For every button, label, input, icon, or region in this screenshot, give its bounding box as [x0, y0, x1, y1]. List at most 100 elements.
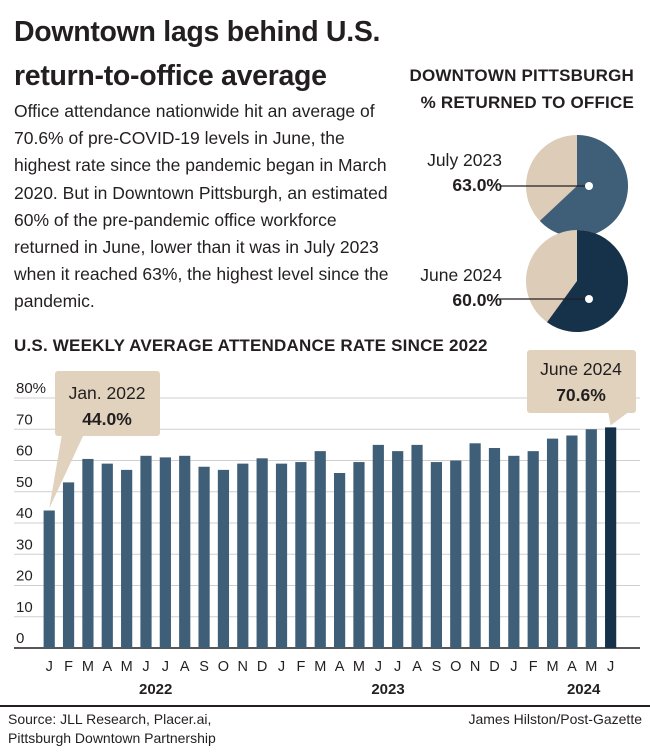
- callout-box-june-2024: [527, 350, 636, 413]
- bar: [546, 438, 559, 649]
- pie-label-june-2024: June 2024 60.0%: [362, 263, 502, 313]
- y-tick-label: 80%: [16, 380, 46, 397]
- y-tick-label: 50: [16, 474, 33, 491]
- x-tick-label: J: [510, 659, 517, 675]
- x-tick-label: N: [238, 659, 248, 675]
- x-tick-label: D: [489, 659, 499, 675]
- callout-date: Jan. 2022: [69, 383, 146, 403]
- x-tick-label: M: [82, 659, 94, 675]
- bar: [566, 435, 578, 648]
- x-tick-label: N: [470, 659, 480, 675]
- pie-charts: [500, 135, 628, 332]
- x-tick-label: A: [567, 659, 577, 675]
- callout-box-jan-2022: [55, 371, 160, 436]
- x-tick-label: A: [180, 659, 190, 675]
- x-tick-label: M: [585, 659, 597, 675]
- y-tick-label: 70: [16, 411, 33, 428]
- bar: [372, 444, 384, 649]
- bar: [275, 463, 288, 649]
- pie-percent-label: 60.0%: [452, 290, 502, 310]
- source-note: Source: JLL Research, Placer.ai, Pittsbu…: [8, 710, 216, 748]
- pie-leader-dot: [585, 295, 593, 303]
- x-tick-label: M: [547, 659, 559, 675]
- x-tick-label: F: [529, 659, 538, 675]
- pie-section-title: DOWNTOWN PITTSBURGH % RETURNED TO OFFICE: [410, 62, 634, 116]
- x-tick-label: S: [432, 659, 442, 675]
- bar: [585, 429, 597, 648]
- x-tick-label: O: [450, 659, 461, 675]
- headline: Downtown lags behind U.S. return-to-offi…: [14, 10, 394, 98]
- bar: [450, 460, 462, 648]
- x-tick-label: A: [102, 659, 112, 675]
- x-tick-label: J: [375, 659, 382, 675]
- x-tick-label: F: [64, 659, 73, 675]
- pie-percent-label: 63.0%: [452, 175, 502, 195]
- x-tick-label: M: [353, 659, 365, 675]
- callout-value: 70.6%: [556, 385, 606, 405]
- body-text: Office attendance nationwide hit an aver…: [14, 101, 389, 312]
- bar: [527, 451, 539, 649]
- y-tick-label: 10: [16, 599, 33, 616]
- bar: [334, 473, 346, 648]
- bar: [256, 458, 268, 648]
- callout-pointer: [608, 411, 630, 426]
- bar: [295, 462, 307, 648]
- bar-chart-title: U.S. WEEKLY AVERAGE ATTENDANCE RATE SINC…: [14, 336, 488, 355]
- bar: [430, 462, 442, 648]
- headline-line-2: return-to-office average: [14, 60, 327, 92]
- bar: [121, 469, 133, 649]
- footer-divider: [0, 705, 650, 707]
- source-line-2: Pittsburgh Downtown Partnership: [8, 730, 216, 746]
- year-label: 2024: [567, 681, 601, 698]
- pie-title-line-1: DOWNTOWN PITTSBURGH: [409, 66, 634, 85]
- x-tick-label: J: [142, 659, 149, 675]
- callout-pointer: [49, 434, 84, 509]
- pie-date-label: July 2023: [427, 150, 502, 170]
- headline-line-1: Downtown lags behind U.S.: [14, 16, 381, 48]
- x-tick-label: A: [335, 659, 345, 675]
- pie-slice: [547, 230, 628, 332]
- credit-line: James Hilston/Post-Gazette: [468, 711, 642, 727]
- bar: [179, 455, 191, 648]
- bar: [353, 462, 365, 648]
- y-tick-label: 60: [16, 443, 33, 460]
- y-tick-label: 40: [16, 505, 33, 522]
- pie-leader-dot: [585, 182, 593, 190]
- bar: [217, 469, 230, 649]
- x-tick-label: O: [218, 659, 229, 675]
- bar: [237, 463, 249, 649]
- source-line-1: Source: JLL Research, Placer.ai,: [8, 711, 212, 727]
- y-tick-label: 30: [16, 536, 33, 553]
- x-tick-label: J: [278, 659, 285, 675]
- bar: [469, 443, 481, 648]
- bar: [82, 458, 94, 648]
- x-tick-label: F: [296, 659, 305, 675]
- bar: [411, 444, 423, 649]
- x-tick-label: A: [412, 659, 422, 675]
- y-tick-label: 20: [16, 568, 33, 585]
- year-label: 2023: [371, 681, 404, 698]
- year-label: 2022: [139, 681, 172, 698]
- x-tick-label: M: [121, 659, 133, 675]
- bar: [159, 457, 171, 649]
- bar: [198, 466, 210, 648]
- x-tick-label: M: [314, 659, 326, 675]
- bar: [605, 427, 617, 649]
- y-tick-label: 0: [16, 630, 24, 647]
- x-tick-label: J: [162, 659, 169, 675]
- x-tick-label: J: [607, 659, 614, 675]
- bar: [101, 463, 113, 649]
- pie-date-label: June 2024: [420, 265, 502, 285]
- bar: [488, 448, 501, 648]
- x-tick-label: D: [257, 659, 267, 675]
- pie-title-line-2: % RETURNED TO OFFICE: [420, 93, 634, 112]
- bar: [62, 482, 75, 649]
- callout-value: 44.0%: [82, 409, 132, 429]
- pie-label-july-2023: July 2023 63.0%: [362, 148, 502, 198]
- callout-date: June 2024: [540, 359, 622, 379]
- x-tick-label: J: [394, 659, 401, 675]
- bar: [508, 455, 520, 648]
- bar: [392, 451, 404, 649]
- x-tick-label: J: [46, 659, 53, 675]
